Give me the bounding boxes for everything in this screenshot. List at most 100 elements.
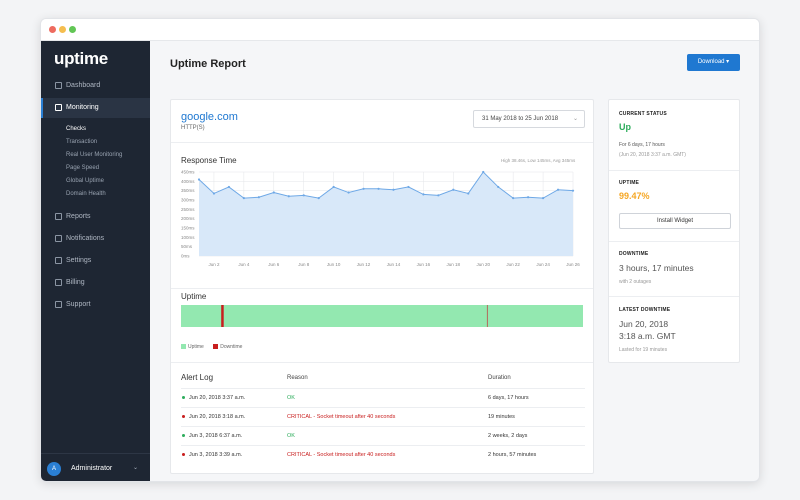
x-tick-label: Jun 20 bbox=[476, 262, 490, 267]
sidebar-subitem-transaction[interactable]: Transaction bbox=[66, 139, 98, 145]
dashboard-icon bbox=[55, 82, 62, 89]
date-range-picker[interactable]: 31 May 2018 to 25 Jun 2018 ⌄ bbox=[473, 110, 585, 128]
alert-time: Jun 20, 2018 3:37 a.m. bbox=[189, 395, 246, 401]
data-point bbox=[422, 193, 425, 196]
close-window-button[interactable] bbox=[49, 26, 56, 33]
data-point bbox=[571, 189, 575, 192]
uptime-title: Uptime bbox=[181, 292, 207, 301]
response-time-stats: High 38.46s, Low 145ms, Avg 345ms bbox=[501, 158, 576, 163]
data-point bbox=[482, 170, 485, 174]
y-tick-label: 150ms bbox=[181, 226, 195, 231]
x-tick-label: Jun 2 bbox=[208, 262, 220, 267]
data-point bbox=[257, 196, 260, 199]
data-point bbox=[332, 185, 335, 189]
alert-time: Jun 3, 2018 6:37 a.m. bbox=[189, 433, 243, 439]
user-name: Administrator bbox=[71, 465, 113, 472]
downtime-label: DOWNTIME bbox=[619, 251, 649, 257]
uptime-legend: Uptime Downtime bbox=[181, 344, 250, 350]
download-button[interactable]: Download ▾ bbox=[687, 54, 740, 71]
alert-duration: 2 weeks, 2 days bbox=[488, 433, 528, 439]
settings-icon bbox=[55, 257, 62, 264]
response-time-line bbox=[198, 171, 574, 199]
sidebar-item-label: Settings bbox=[66, 257, 92, 264]
status-dot bbox=[182, 453, 185, 456]
sidebar-item-dashboard[interactable]: Dashboard bbox=[41, 76, 150, 96]
sidebar-item-label: Support bbox=[66, 301, 91, 308]
support-icon bbox=[55, 301, 62, 308]
x-tick-label: Jun 18 bbox=[447, 262, 461, 267]
sidebar-item-support[interactable]: Support bbox=[41, 295, 150, 315]
y-tick-label: 0ms bbox=[181, 254, 190, 259]
data-point bbox=[437, 194, 440, 197]
divider bbox=[609, 241, 739, 242]
page-title: Uptime Report bbox=[170, 58, 246, 70]
sidebar-item-reports[interactable]: Reports bbox=[41, 207, 150, 227]
alert-row: Jun 3, 2018 6:37 a.m. OK 2 weeks, 2 days bbox=[181, 426, 585, 445]
latest-downtime-label: LATEST DOWNTIME bbox=[619, 307, 671, 313]
install-widget-button[interactable]: Install Widget bbox=[619, 213, 731, 229]
chevron-down-icon: ⌄ bbox=[133, 465, 139, 471]
sidebar-item-settings[interactable]: Settings bbox=[41, 251, 150, 271]
current-status-since: (Jun 20, 2018 3:37 a.m. GMT) bbox=[619, 152, 686, 158]
latest-downtime-note: Lasted for 19 minutes bbox=[619, 347, 668, 353]
data-point bbox=[212, 192, 216, 195]
sidebar-subitem-global-uptime[interactable]: Global Uptime bbox=[66, 178, 105, 184]
alert-time: Jun 3, 2018 3:39 a.m. bbox=[189, 452, 243, 458]
data-point bbox=[377, 187, 380, 190]
alert-time: Jun 20, 2018 3:18 a.m. bbox=[189, 414, 246, 420]
data-point bbox=[467, 192, 470, 195]
x-tick-label: Jun 26 bbox=[566, 262, 580, 267]
data-point bbox=[347, 191, 350, 194]
alert-log-title: Alert Log bbox=[181, 373, 214, 382]
data-point bbox=[227, 185, 231, 189]
latest-downtime-time: 3:18 a.m. GMT bbox=[619, 331, 676, 341]
divider bbox=[171, 288, 593, 289]
data-point bbox=[527, 196, 530, 199]
avatar: A bbox=[47, 462, 61, 476]
data-point bbox=[272, 191, 275, 194]
sidebar-item-billing[interactable]: Billing bbox=[41, 273, 150, 293]
y-tick-label: 200ms bbox=[181, 216, 195, 221]
x-tick-label: Jun 16 bbox=[417, 262, 431, 267]
downtime-marker bbox=[486, 305, 488, 327]
uptime-label: UPTIME bbox=[619, 180, 640, 186]
sidebar-item-label: Dashboard bbox=[66, 82, 101, 89]
y-tick-label: 400ms bbox=[181, 179, 195, 184]
minimize-window-button[interactable] bbox=[59, 26, 66, 33]
user-menu[interactable]: A Administrator ⌄ bbox=[41, 453, 150, 481]
sidebar-subitem-real-user-monitoring[interactable]: Real User Monitoring bbox=[66, 152, 123, 158]
downtime-note: with 2 outages bbox=[619, 279, 652, 285]
sidebar-item-label: Notifications bbox=[66, 235, 105, 242]
sidebar-item-monitoring[interactable]: Monitoring bbox=[41, 98, 150, 118]
legend-uptime: Uptime bbox=[181, 344, 204, 350]
data-point bbox=[497, 185, 500, 189]
alert-log-reason-header: Reason bbox=[287, 375, 308, 381]
notifications-icon bbox=[55, 235, 62, 242]
billing-icon bbox=[55, 279, 62, 286]
alert-reason: CRITICAL - Socket timeout after 40 secon… bbox=[287, 414, 396, 420]
x-tick-label: Jun 12 bbox=[357, 262, 371, 267]
sidebar-subitem-checks[interactable]: Checks bbox=[66, 126, 87, 132]
sidebar-item-notifications[interactable]: Notifications bbox=[41, 229, 150, 249]
data-point bbox=[362, 187, 365, 190]
alert-reason: OK bbox=[287, 395, 295, 401]
sidebar-subitem-domain-health[interactable]: Domain Health bbox=[66, 191, 106, 197]
maximize-window-button[interactable] bbox=[69, 26, 76, 33]
x-tick-label: Jun 6 bbox=[268, 262, 280, 267]
uptime-bar bbox=[181, 305, 583, 327]
sidebar-subitem-page-speed[interactable]: Page Speed bbox=[66, 165, 100, 171]
data-point bbox=[317, 197, 320, 200]
logo: uptime bbox=[54, 49, 108, 68]
alert-row: Jun 20, 2018 3:37 a.m. OK 6 days, 17 hou… bbox=[181, 388, 585, 407]
downtime-marker bbox=[221, 305, 224, 327]
current-status-label: CURRENT STATUS bbox=[619, 111, 667, 117]
report-card: google.com HTTP(S) 31 May 2018 to 25 Jun… bbox=[170, 99, 594, 474]
x-tick-label: Jun 24 bbox=[536, 262, 550, 267]
sidebar: uptime Dashboard Monitoring Checks Trans… bbox=[41, 41, 150, 481]
latest-downtime-date: Jun 20, 2018 bbox=[619, 319, 669, 329]
y-tick-label: 250ms bbox=[181, 207, 195, 212]
status-dot bbox=[182, 415, 185, 418]
sidebar-item-label: Monitoring bbox=[66, 104, 99, 111]
title-bar bbox=[41, 19, 759, 41]
